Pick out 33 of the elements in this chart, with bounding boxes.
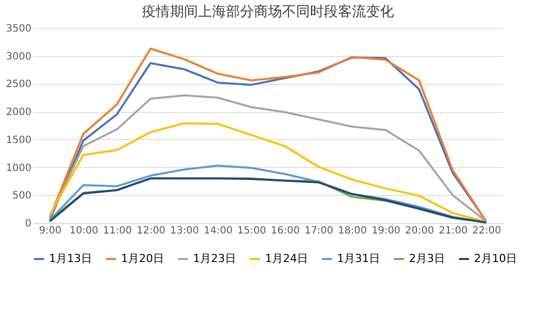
x-tick-label: 21:00 (438, 226, 468, 236)
x-tick-label: 19:00 (372, 226, 400, 236)
legend-label: 2月10日 (474, 252, 517, 265)
legend-label: 1月31日 (337, 252, 380, 265)
x-tick-label: 12:00 (136, 226, 166, 236)
y-tick-label: 3500 (6, 24, 32, 34)
x-tick-label: 11:00 (103, 226, 132, 236)
y-tick-label: 2500 (6, 79, 32, 90)
chart-title: 疫情期间上海部分商场不同时段客流变化 (142, 4, 394, 20)
y-tick-label: 500 (12, 190, 32, 202)
legend-label: 1月13日 (49, 252, 92, 265)
x-tick-label: 15:00 (237, 226, 266, 236)
x-tick-label: 17:00 (304, 226, 334, 236)
x-tick-label: 16:00 (270, 226, 300, 236)
y-tick-label: 1000 (6, 162, 32, 174)
line-series (48, 122, 488, 223)
legend-label: 1月20日 (121, 252, 164, 265)
x-tick-label: 13:00 (170, 226, 199, 236)
x-tick-label: 14:00 (204, 226, 233, 236)
line-series (48, 94, 488, 222)
x-tick-label: 10:00 (69, 226, 98, 236)
x-tick-label: 18:00 (338, 226, 367, 236)
x-tick-label: 20:00 (405, 226, 434, 236)
x-tick-label: 22:00 (472, 226, 502, 236)
legend-label: 2月3日 (409, 252, 445, 265)
y-tick-label: 2000 (6, 107, 32, 118)
y-tick-label: 1500 (6, 134, 32, 146)
x-tick-label: 9:00 (39, 226, 62, 236)
y-tick-label: 3000 (6, 51, 32, 62)
legend-label: 1月24日 (265, 252, 308, 265)
line-series (48, 177, 488, 224)
legend-label: 1月23日 (193, 252, 236, 265)
y-tick-label: 0 (25, 218, 32, 230)
